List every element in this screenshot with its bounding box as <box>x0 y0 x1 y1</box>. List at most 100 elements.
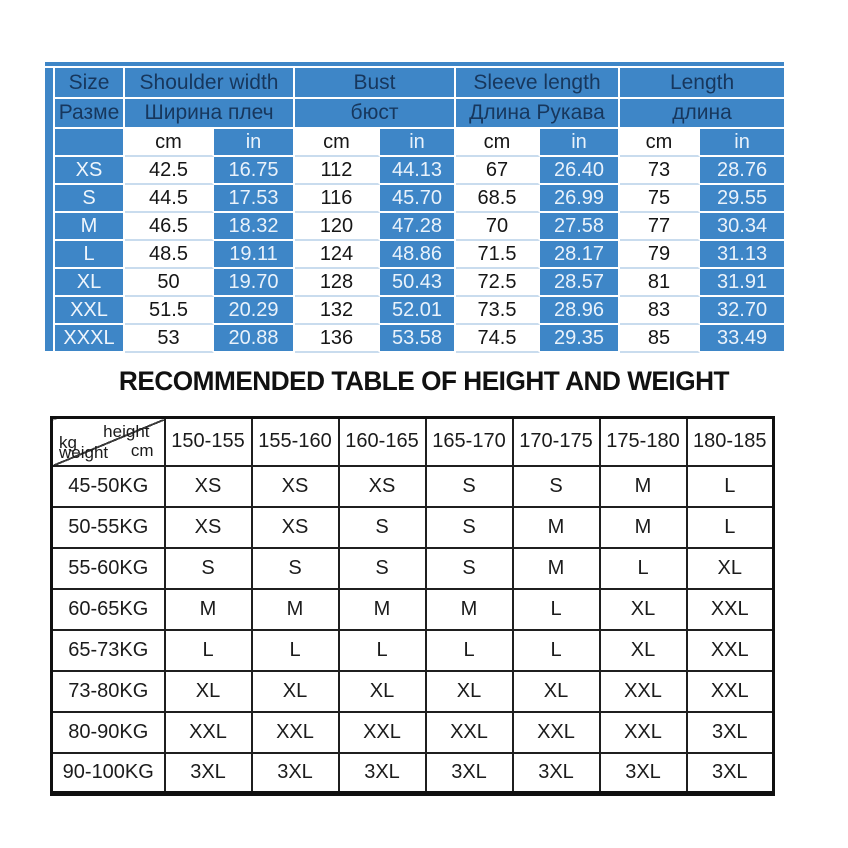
size-table-row: S 44.5 17.53 116 45.70 68.5 26.99 75 29.55 <box>45 185 787 213</box>
value-in-cell: 33.49 <box>700 325 787 353</box>
value-in-cell: 48.86 <box>380 241 456 269</box>
recommended-size-cell: M <box>598 464 688 508</box>
weight-table-row: 73-80KG XL XL XL XL XL XXL XXL <box>50 669 775 713</box>
recommended-size-cell: M <box>424 587 514 631</box>
height-range-header: 160-165 <box>337 416 427 467</box>
value-cm-cell: 67 <box>456 157 540 185</box>
recommended-size-cell: XXL <box>337 710 427 754</box>
col-header-size-ru: Разме <box>55 99 125 129</box>
rec-table-body: height cm kg weight 150-155 155-160 160-165 165… <box>50 416 775 795</box>
recommended-size-cell: L <box>250 628 340 672</box>
weight-table-row: 90-100KG 3XL 3XL 3XL 3XL 3XL 3XL 3XL <box>50 751 775 795</box>
height-range-header: 155-160 <box>250 416 340 467</box>
size-table-row: M 46.5 18.32 120 47.28 70 27.58 77 30.34 <box>45 213 787 241</box>
col-header-bust-ru: бюст <box>295 99 456 129</box>
recommended-size-cell: S <box>424 546 514 590</box>
recommended-size-cell: L <box>163 628 253 672</box>
value-in-cell: 47.28 <box>380 213 456 241</box>
value-cm-cell: 74.5 <box>456 325 540 353</box>
size-row-label: L <box>55 241 125 269</box>
recommended-size-cell: XXL <box>685 669 775 713</box>
height-range-header: 175-180 <box>598 416 688 467</box>
recommended-size-cell: L <box>424 628 514 672</box>
value-in-cell: 16.75 <box>214 157 295 185</box>
col-header-length-en: Length <box>620 68 787 99</box>
recommended-size-cell: L <box>685 464 775 508</box>
unit-in-shoulder-width: in <box>214 129 295 157</box>
recommended-size-cell: S <box>337 546 427 590</box>
value-cm-cell: 44.5 <box>125 185 214 213</box>
recommended-size-cell: 3XL <box>337 751 427 795</box>
col-header-length-ru: длина <box>620 99 787 129</box>
size-row-label: XS <box>55 157 125 185</box>
recommended-size-cell: S <box>511 464 601 508</box>
recommended-size-cell: M <box>250 587 340 631</box>
recommended-size-cell: XXL <box>598 669 688 713</box>
size-table-row: XL 50 19.70 128 50.43 72.5 28.57 81 31.91 <box>45 269 787 297</box>
recommended-size-cell: XL <box>424 669 514 713</box>
value-in-cell: 18.32 <box>214 213 295 241</box>
value-in-cell: 19.70 <box>214 269 295 297</box>
recommended-size-cell: 3XL <box>598 751 688 795</box>
recommendation-heading: RECOMMENDED TABLE OF HEIGHT AND WEIGHT <box>118 366 730 396</box>
recommended-size-cell: L <box>685 505 775 549</box>
unit-cm-bust: cm <box>295 129 380 157</box>
weight-range-label: 55-60KG <box>50 546 166 590</box>
value-in-cell: 50.43 <box>380 269 456 297</box>
recommended-size-cell: 3XL <box>250 751 340 795</box>
value-in-cell: 29.55 <box>700 185 787 213</box>
value-cm-cell: 120 <box>295 213 380 241</box>
unit-cm-sleeve-length: cm <box>456 129 540 157</box>
recommended-size-cell: XXL <box>163 710 253 754</box>
value-in-cell: 45.70 <box>380 185 456 213</box>
recommended-size-cell: S <box>424 464 514 508</box>
height-range-header: 150-155 <box>163 416 253 467</box>
value-cm-cell: 42.5 <box>125 157 214 185</box>
corner-axis-cell: height cm kg weight <box>50 416 166 467</box>
unit-cm-shoulder-width: cm <box>125 129 214 157</box>
size-table-row: XS 42.5 16.75 112 44.13 67 26.40 73 28.76 <box>45 157 787 185</box>
size-row-label: XL <box>55 269 125 297</box>
value-in-cell: 31.91 <box>700 269 787 297</box>
value-cm-cell: 79 <box>620 241 700 269</box>
col-header-shoulder-width-ru: Ширина плеч <box>125 99 295 129</box>
value-in-cell: 27.58 <box>540 213 620 241</box>
recommended-size-cell: XS <box>250 464 340 508</box>
value-cm-cell: 53 <box>125 325 214 353</box>
corner-kg-label: kg <box>59 433 77 452</box>
value-in-cell: 31.13 <box>700 241 787 269</box>
recommended-size-cell: XL <box>598 587 688 631</box>
height-weight-table-wrap: height cm kg weight 150-155 155-160 160-165 165… <box>50 416 775 796</box>
recommended-size-cell: XXL <box>685 587 775 631</box>
value-cm-cell: 48.5 <box>125 241 214 269</box>
size-row-label: XXXL <box>55 325 125 353</box>
value-in-cell: 20.88 <box>214 325 295 353</box>
recommended-size-cell: XXL <box>424 710 514 754</box>
height-range-header: 180-185 <box>685 416 775 467</box>
value-cm-cell: 128 <box>295 269 380 297</box>
recommended-size-cell: L <box>511 587 601 631</box>
value-cm-cell: 116 <box>295 185 380 213</box>
value-cm-cell: 46.5 <box>125 213 214 241</box>
recommended-size-cell: S <box>337 505 427 549</box>
recommended-size-cell: XL <box>337 669 427 713</box>
recommended-size-cell: L <box>511 628 601 672</box>
recommended-size-cell: XS <box>163 505 253 549</box>
size-col-spacer <box>55 129 125 157</box>
recommended-size-cell: XXL <box>250 710 340 754</box>
recommended-size-cell: S <box>424 505 514 549</box>
recommended-size-cell: XL <box>250 669 340 713</box>
value-in-cell: 28.96 <box>540 297 620 325</box>
recommended-size-cell: M <box>337 587 427 631</box>
value-cm-cell: 71.5 <box>456 241 540 269</box>
col-header-sleeve-length-en: Sleeve length <box>456 68 620 99</box>
weight-range-label: 50-55KG <box>50 505 166 549</box>
size-row-label: S <box>55 185 125 213</box>
value-cm-cell: 136 <box>295 325 380 353</box>
value-cm-cell: 72.5 <box>456 269 540 297</box>
value-in-cell: 17.53 <box>214 185 295 213</box>
height-weight-table: height cm kg weight 150-155 155-160 160-165 165… <box>50 416 775 796</box>
col-header-sleeve-length-ru: Длина Рукава <box>456 99 620 129</box>
recommended-size-cell: M <box>598 505 688 549</box>
size-row-label: M <box>55 213 125 241</box>
